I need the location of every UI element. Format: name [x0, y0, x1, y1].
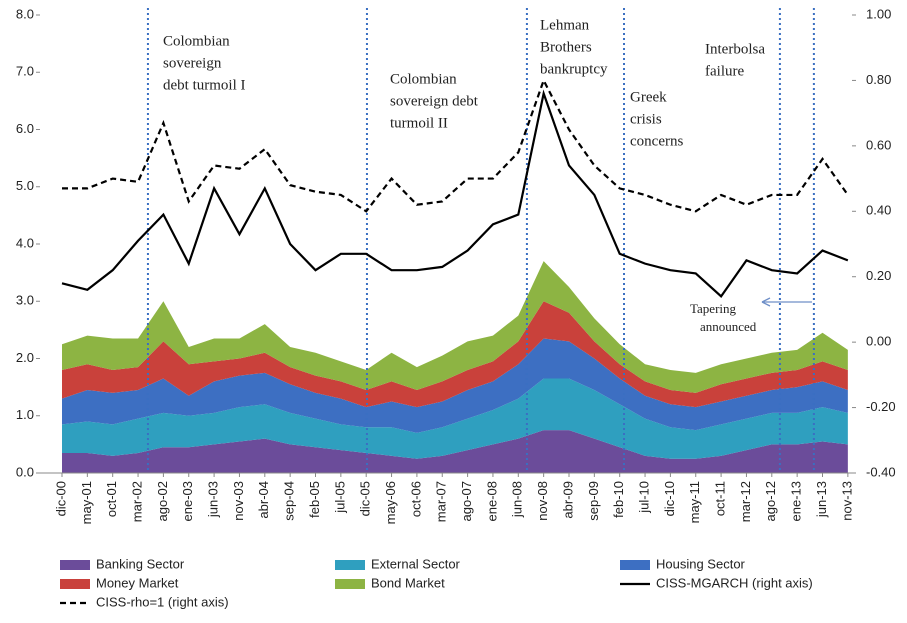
x-tick-label: jun-08: [510, 481, 525, 518]
area: [62, 378, 848, 459]
x-tick-label: dic-05: [358, 481, 373, 516]
legend-swatch: [335, 579, 365, 589]
line: [62, 77, 849, 213]
y2-tick-label: 0.20: [866, 268, 891, 283]
x-tick-label: jun-03: [206, 481, 221, 518]
y2-tick-label: 0.40: [866, 203, 891, 218]
x-tick-label: dic-10: [662, 481, 677, 516]
legend-label: Bond Market: [371, 575, 445, 590]
y-tick-label: 5.0: [16, 178, 34, 193]
annotation: Colombian: [390, 71, 457, 87]
x-tick-label: jun-13: [814, 481, 829, 518]
y-tick-label: 1.0: [16, 407, 34, 422]
x-tick-label: jul-10: [636, 481, 651, 514]
annotation: Lehman: [540, 17, 590, 33]
x-tick-label: mar-02: [129, 481, 144, 522]
y2-tick-label: -0.40: [866, 464, 896, 479]
x-tick-label: may-01: [79, 481, 94, 524]
annotation: debt turmoil I: [163, 77, 246, 93]
annotation: announced: [700, 319, 757, 334]
x-tick-label: may-06: [383, 481, 398, 524]
annotation: bankruptcy: [540, 61, 608, 77]
x-tick-label: dic-00: [53, 481, 68, 516]
annotation: Tapering: [690, 301, 737, 316]
x-tick-label: feb-05: [307, 481, 322, 518]
y2-tick-label: 0.60: [866, 137, 891, 152]
annotation: Greek: [630, 89, 667, 105]
annotation: turmoil II: [390, 115, 448, 131]
x-tick-label: sep-09: [586, 481, 601, 521]
y-tick-label: 3.0: [16, 293, 34, 308]
area: [62, 261, 848, 393]
legend-label: External Sector: [371, 556, 461, 571]
y-tick-label: 8.0: [16, 6, 34, 21]
y-tick-label: 6.0: [16, 121, 34, 136]
y2-tick-label: 0.80: [866, 72, 891, 87]
x-tick-label: jul-05: [332, 481, 347, 514]
legend-label: Housing Sector: [656, 556, 746, 571]
annotation: Colombian: [163, 33, 230, 49]
x-tick-label: nov-08: [535, 481, 550, 521]
annotation: Interbolsa: [705, 41, 765, 57]
annotation: concerns: [630, 133, 683, 149]
legend-label: CISS-MGARCH (right axis): [656, 575, 813, 590]
x-tick-label: abr-04: [256, 481, 271, 519]
x-tick-label: ene-08: [484, 481, 499, 521]
line: [61, 89, 849, 298]
annotation: failure: [705, 63, 744, 79]
legend-label: Banking Sector: [96, 556, 185, 571]
x-tick-label: oct-01: [104, 481, 119, 517]
x-tick-label: ago-02: [155, 481, 170, 521]
annotation: Brothers: [540, 39, 592, 55]
x-tick-label: oct-06: [408, 481, 423, 517]
x-tick-label: ene-13: [789, 481, 804, 521]
legend-swatch: [335, 560, 365, 570]
x-tick-label: ago-07: [459, 481, 474, 521]
area: [62, 338, 848, 433]
x-tick-label: mar-12: [738, 481, 753, 522]
legend-swatch: [620, 560, 650, 570]
y2-tick-label: -0.20: [866, 399, 896, 414]
x-tick-label: nov-03: [231, 481, 246, 521]
x-tick-label: abr-09: [560, 481, 575, 519]
x-tick-label: feb-10: [611, 481, 626, 518]
y2-tick-label: 0.00: [866, 334, 891, 349]
annotation: sovereign: [163, 55, 222, 71]
x-tick-label: oct-11: [713, 481, 728, 516]
y-tick-label: 0.0: [16, 464, 34, 479]
y-tick-label: 4.0: [16, 235, 34, 250]
legend-swatch: [60, 579, 90, 589]
x-tick-label: ago-12: [763, 481, 778, 521]
y-tick-label: 2.0: [16, 350, 34, 365]
y-tick-label: 7.0: [16, 64, 34, 79]
x-tick-label: nov-13: [839, 481, 854, 521]
x-tick-label: ene-03: [180, 481, 195, 521]
arrow-head: [761, 297, 771, 307]
y2-tick-label: 1.00: [866, 6, 891, 21]
area: [62, 301, 848, 408]
legend-swatch: [60, 560, 90, 570]
legend-label: Money Market: [96, 575, 179, 590]
area: [62, 430, 848, 473]
x-tick-label: may-11: [687, 481, 702, 523]
annotation: crisis: [630, 111, 662, 127]
legend-label: CISS-rho=1 (right axis): [96, 594, 229, 609]
x-tick-label: mar-07: [434, 481, 449, 522]
annotation: sovereign debt: [390, 93, 479, 109]
x-tick-label: sep-04: [282, 481, 297, 521]
